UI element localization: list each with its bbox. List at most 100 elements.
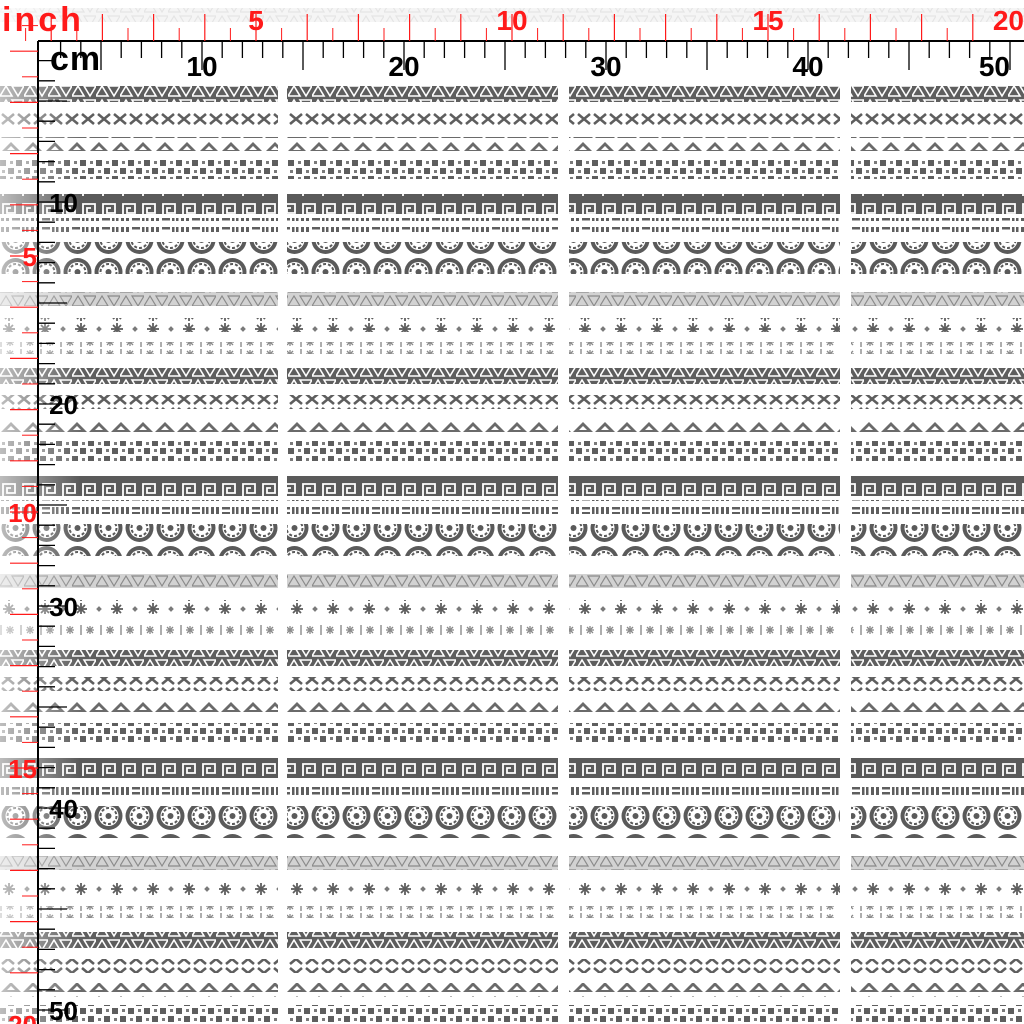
fabric-band-snowflake-stars xyxy=(851,882,1024,896)
fabric-band-small-triangles xyxy=(851,701,1024,715)
fabric-band-snowflake-stars xyxy=(287,600,558,614)
fabric-band-circle-medallions xyxy=(851,806,1024,838)
fabric-band-dashes xyxy=(569,782,840,796)
fabric-band-triangle-zigzag xyxy=(851,368,1024,384)
fabric-band-greek-key xyxy=(851,476,1024,496)
fabric-band-snowflake-stars xyxy=(851,600,1024,614)
fabric-band-greek-key xyxy=(287,476,558,496)
fabric-band-snowflake-stars xyxy=(287,318,558,332)
fabric-band-checker xyxy=(569,723,840,743)
fabric-band-x-chevron xyxy=(851,959,1024,973)
fabric-band-greek-key xyxy=(569,476,840,496)
fabric-band-triangle-zigzag xyxy=(287,368,558,384)
fabric-band-x-chevron xyxy=(569,113,840,127)
fabric-band-circle-medallions xyxy=(287,242,558,274)
fabric-band-circle-medallions xyxy=(569,524,840,556)
fabric-band-circle-medallions xyxy=(569,806,840,838)
fabric-band-x-chevron xyxy=(851,113,1024,127)
fabric-band-triangle-zigzag-light xyxy=(569,574,840,588)
fabric-band-checker xyxy=(287,1005,558,1024)
fabric-band-x-chevron xyxy=(851,677,1024,691)
fabric-band-triangle-zigzag-light xyxy=(287,292,558,306)
fabric-band-greek-key xyxy=(287,758,558,778)
fabric-band-dashes xyxy=(287,218,558,232)
fabric-band-dashes xyxy=(287,500,558,514)
fabric-band-asterisk-row xyxy=(569,342,840,354)
fabric-band-asterisk-row xyxy=(851,342,1024,354)
fabric-band-snowflake-stars xyxy=(851,318,1024,332)
fabric-band-circle-medallions xyxy=(569,242,840,274)
fabric-band-asterisk-row xyxy=(569,624,840,636)
fabric-band-triangle-zigzag-light xyxy=(851,856,1024,870)
fabric-band-triangle-zigzag-light xyxy=(851,292,1024,306)
fabric-band-small-triangles xyxy=(851,983,1024,997)
fabric-band-triangle-zigzag xyxy=(569,932,840,948)
fabric-band-small-triangles xyxy=(287,419,558,433)
fabric-band-checker xyxy=(569,159,840,179)
fabric-band-snowflake-stars xyxy=(287,882,558,896)
fabric-band-dashes xyxy=(569,500,840,514)
fabric-band-triangle-zigzag xyxy=(287,650,558,666)
fabric-band-asterisk-row xyxy=(287,906,558,918)
fabric-band-triangle-zigzag-light xyxy=(569,856,840,870)
fabric-band-small-triangles xyxy=(287,701,558,715)
fabric-band-checker xyxy=(851,1005,1024,1024)
fabric-band-triangle-zigzag xyxy=(569,86,840,102)
fabric-band-triangle-zigzag-light xyxy=(287,574,558,588)
fabric-band-x-chevron xyxy=(287,395,558,409)
fabric-band-greek-key xyxy=(287,194,558,214)
fabric-band-checker xyxy=(287,441,558,461)
fabric-band-small-triangles xyxy=(569,137,840,151)
fabric-band-circle-medallions xyxy=(851,524,1024,556)
fabric-band-small-triangles xyxy=(569,419,840,433)
fabric-band-triangle-zigzag xyxy=(569,650,840,666)
fabric-band-dashes xyxy=(851,782,1024,796)
fabric-band-greek-key xyxy=(569,758,840,778)
fabric-band-snowflake-stars xyxy=(569,882,840,896)
fabric-band-circle-medallions xyxy=(851,242,1024,274)
fabric-band-checker xyxy=(851,159,1024,179)
fabric-band-greek-key xyxy=(851,758,1024,778)
fabric-band-checker xyxy=(851,441,1024,461)
fabric-band-circle-medallions xyxy=(287,524,558,556)
fabric-band-circle-medallions xyxy=(287,806,558,838)
fabric-band-triangle-zigzag-light xyxy=(851,574,1024,588)
fabric-band-x-chevron xyxy=(569,959,840,973)
fabric-band-dashes xyxy=(851,500,1024,514)
fabric-band-triangle-zigzag xyxy=(851,932,1024,948)
fabric-band-x-chevron xyxy=(287,677,558,691)
fabric-band-small-triangles xyxy=(287,137,558,151)
fabric-band-triangle-zigzag-light xyxy=(287,856,558,870)
fabric-band-triangle-zigzag xyxy=(851,86,1024,102)
fabric-band-checker xyxy=(287,159,558,179)
fabric-band-small-triangles xyxy=(569,701,840,715)
fabric-band-x-chevron xyxy=(851,395,1024,409)
fabric-band-asterisk-row xyxy=(287,342,558,354)
fabric-band-checker xyxy=(569,1005,840,1024)
fabric-band-greek-key xyxy=(569,194,840,214)
fabric-band-small-triangles xyxy=(851,137,1024,151)
fabric-band-triangle-zigzag xyxy=(287,932,558,948)
fabric-band-snowflake-stars xyxy=(569,318,840,332)
fabric-band-small-triangles xyxy=(287,983,558,997)
fabric-band-dashes xyxy=(287,782,558,796)
fabric-band-triangle-zigzag xyxy=(851,650,1024,666)
fabric-band-asterisk-row xyxy=(851,624,1024,636)
fabric-band-x-chevron xyxy=(569,677,840,691)
fabric-band-dashes xyxy=(851,218,1024,232)
fabric-band-small-triangles xyxy=(851,419,1024,433)
fabric-band-triangle-zigzag-light xyxy=(569,292,840,306)
fabric-band-asterisk-row xyxy=(287,624,558,636)
fabric-band-triangle-zigzag xyxy=(287,86,558,102)
fabric-band-asterisk-row xyxy=(851,906,1024,918)
fabric-band-asterisk-row xyxy=(569,906,840,918)
fabric-band-triangle-zigzag xyxy=(569,368,840,384)
fabric-band-snowflake-stars xyxy=(569,600,840,614)
fabric-band-dashes xyxy=(569,218,840,232)
fabric-band-greek-key xyxy=(851,194,1024,214)
fabric-band-checker xyxy=(569,441,840,461)
fabric-band-x-chevron xyxy=(287,959,558,973)
fabric-band-x-chevron xyxy=(569,395,840,409)
fabric-band-small-triangles xyxy=(569,983,840,997)
